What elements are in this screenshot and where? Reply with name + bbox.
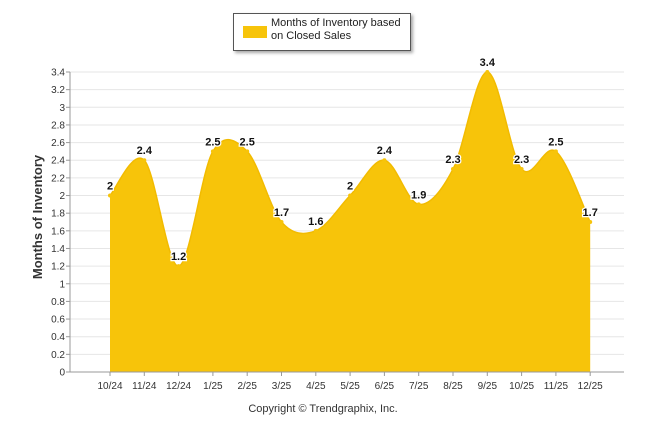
data-point [416, 202, 421, 207]
data-label: 2.3 [445, 154, 460, 166]
x-tick-label: 9/25 [478, 381, 498, 392]
y-tick-label: 0.6 [51, 315, 65, 326]
y-tick-label: 2.2 [51, 173, 65, 184]
y-tick-label: 3 [59, 103, 65, 114]
data-point [176, 264, 181, 269]
x-tick-label: 7/25 [409, 381, 429, 392]
y-tick-label: 2.6 [51, 138, 65, 149]
data-point [210, 149, 215, 154]
data-label: 1.7 [583, 207, 598, 219]
y-tick-label: 1.8 [51, 209, 65, 220]
y-axis-label: Months of Inventory [30, 154, 45, 279]
y-tick-label: 3.4 [51, 68, 65, 79]
data-label: 2.4 [377, 145, 393, 157]
data-label: 2.5 [548, 136, 563, 148]
x-tick-label: 11/24 [132, 381, 157, 392]
y-tick-label: 2.4 [51, 156, 65, 167]
data-point [451, 167, 455, 172]
x-tick-label: 10/24 [97, 381, 122, 392]
y-tick-label: 2 [59, 191, 65, 202]
x-tick-label: 4/25 [306, 381, 326, 392]
y-tick-label: 1.6 [51, 226, 65, 237]
axes: 0 0.2 0.4 0.6 0.8 1 1.2 1.4 1.6 1.8 2 2.2 2.4 2.6 2.8 3… [51, 68, 624, 392]
data-label: 2 [107, 181, 113, 193]
data-label: 1.2 [171, 251, 186, 263]
data-label: 2.5 [240, 136, 255, 148]
y-tick-label: 0.8 [51, 297, 65, 308]
data-label: 1.9 [411, 189, 426, 201]
data-point [142, 158, 147, 163]
y-tick-label: 2.8 [51, 120, 65, 131]
copyright-text: Copyright © Trendgraphix, Inc. [248, 403, 398, 415]
x-tick-label: 10/25 [509, 381, 534, 392]
x-tick-label: 2/25 [237, 381, 257, 392]
x-tick-label: 3/25 [272, 381, 292, 392]
legend-label: Months of Inventory based on Closed Sale… [271, 17, 401, 42]
data-label: 1.7 [274, 207, 289, 219]
data-point [382, 158, 387, 163]
y-tick-label: 1.4 [51, 244, 65, 255]
area-fill [110, 72, 591, 372]
data-label: 3.4 [480, 57, 496, 69]
x-tick-label: 6/25 [375, 381, 395, 392]
data-label: 2.5 [205, 136, 220, 148]
y-tick-label: 1 [59, 279, 65, 290]
data-point [588, 220, 593, 224]
data-label: 1.6 [308, 216, 323, 228]
data-point [485, 70, 490, 74]
x-tick-label: 8/25 [443, 381, 463, 392]
data-point [313, 228, 318, 233]
data-label: 2.3 [514, 154, 529, 166]
x-tick-label: 5/25 [340, 381, 360, 392]
x-tick-label: 12/25 [578, 381, 603, 392]
data-point [245, 149, 250, 154]
data-label: 2.4 [137, 145, 153, 157]
y-tick-label: 0.2 [51, 350, 65, 361]
x-tick-label: 1/25 [203, 381, 223, 392]
x-tick-label: 11/25 [544, 381, 569, 392]
y-tick-label: 1.2 [51, 262, 65, 273]
data-point [279, 220, 284, 224]
legend-swatch [243, 26, 267, 38]
data-point [553, 149, 558, 154]
y-tick-label: 0.4 [51, 332, 65, 343]
chart-legend[interactable]: Months of Inventory based on Closed Sale… [233, 13, 411, 51]
area-series [108, 70, 593, 372]
y-tick-label: 3.2 [51, 85, 65, 96]
data-label: 2 [347, 181, 353, 193]
data-point [108, 193, 112, 198]
data-point [348, 193, 353, 198]
x-tick-label: 12/24 [166, 381, 191, 392]
y-tick-label: 0 [59, 368, 65, 379]
data-labels: 2 2.4 1.2 2.5 2.5 1.7 1.6 2 2.4 1.9 2.3 3.4 2.3 2.5 1.… [106, 56, 599, 265]
data-point [519, 167, 524, 172]
